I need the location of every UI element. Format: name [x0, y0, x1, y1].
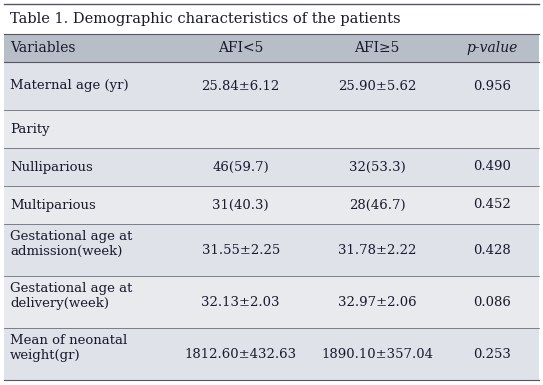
Text: Variables: Variables — [10, 41, 75, 55]
Text: 0.086: 0.086 — [473, 296, 511, 308]
Bar — [4, 110, 539, 148]
Text: 46(59.7): 46(59.7) — [212, 161, 269, 174]
Text: 0.956: 0.956 — [473, 79, 511, 92]
Text: 0.452: 0.452 — [473, 199, 511, 211]
Text: p-value: p-value — [466, 41, 518, 55]
Text: Mean of neonatal
weight(gr): Mean of neonatal weight(gr) — [10, 334, 127, 362]
Bar — [4, 186, 539, 224]
Text: 32.13±2.03: 32.13±2.03 — [201, 296, 280, 308]
Bar — [4, 328, 539, 380]
Text: Nulliparious: Nulliparious — [10, 161, 93, 174]
Bar — [4, 4, 539, 34]
Text: 25.84±6.12: 25.84±6.12 — [201, 79, 280, 92]
Text: Parity: Parity — [10, 122, 49, 136]
Text: 1890.10±357.04: 1890.10±357.04 — [321, 348, 433, 360]
Text: 0.490: 0.490 — [473, 161, 511, 174]
Bar — [4, 276, 539, 328]
Text: AFI≥5: AFI≥5 — [355, 41, 400, 55]
Text: Multiparious: Multiparious — [10, 199, 96, 211]
Text: 32(53.3): 32(53.3) — [349, 161, 406, 174]
Text: Gestational age at
delivery(week): Gestational age at delivery(week) — [10, 282, 132, 310]
Text: 31.55±2.25: 31.55±2.25 — [201, 243, 280, 256]
Text: Maternal age (yr): Maternal age (yr) — [10, 79, 129, 92]
Bar — [4, 224, 539, 276]
Text: AFI<5: AFI<5 — [218, 41, 263, 55]
Text: 28(46.7): 28(46.7) — [349, 199, 406, 211]
Text: 31.78±2.22: 31.78±2.22 — [338, 243, 416, 256]
Bar — [4, 34, 539, 62]
Text: Table 1. Demographic characteristics of the patients: Table 1. Demographic characteristics of … — [10, 12, 401, 26]
Bar — [4, 148, 539, 186]
Text: 0.253: 0.253 — [473, 348, 511, 360]
Text: 31(40.3): 31(40.3) — [212, 199, 269, 211]
Text: Gestational age at
admission(week): Gestational age at admission(week) — [10, 230, 132, 258]
Text: 32.97±2.06: 32.97±2.06 — [338, 296, 416, 308]
Bar — [4, 62, 539, 110]
Text: 1812.60±432.63: 1812.60±432.63 — [185, 348, 297, 360]
Text: 25.90±5.62: 25.90±5.62 — [338, 79, 416, 92]
Text: 0.428: 0.428 — [473, 243, 511, 256]
